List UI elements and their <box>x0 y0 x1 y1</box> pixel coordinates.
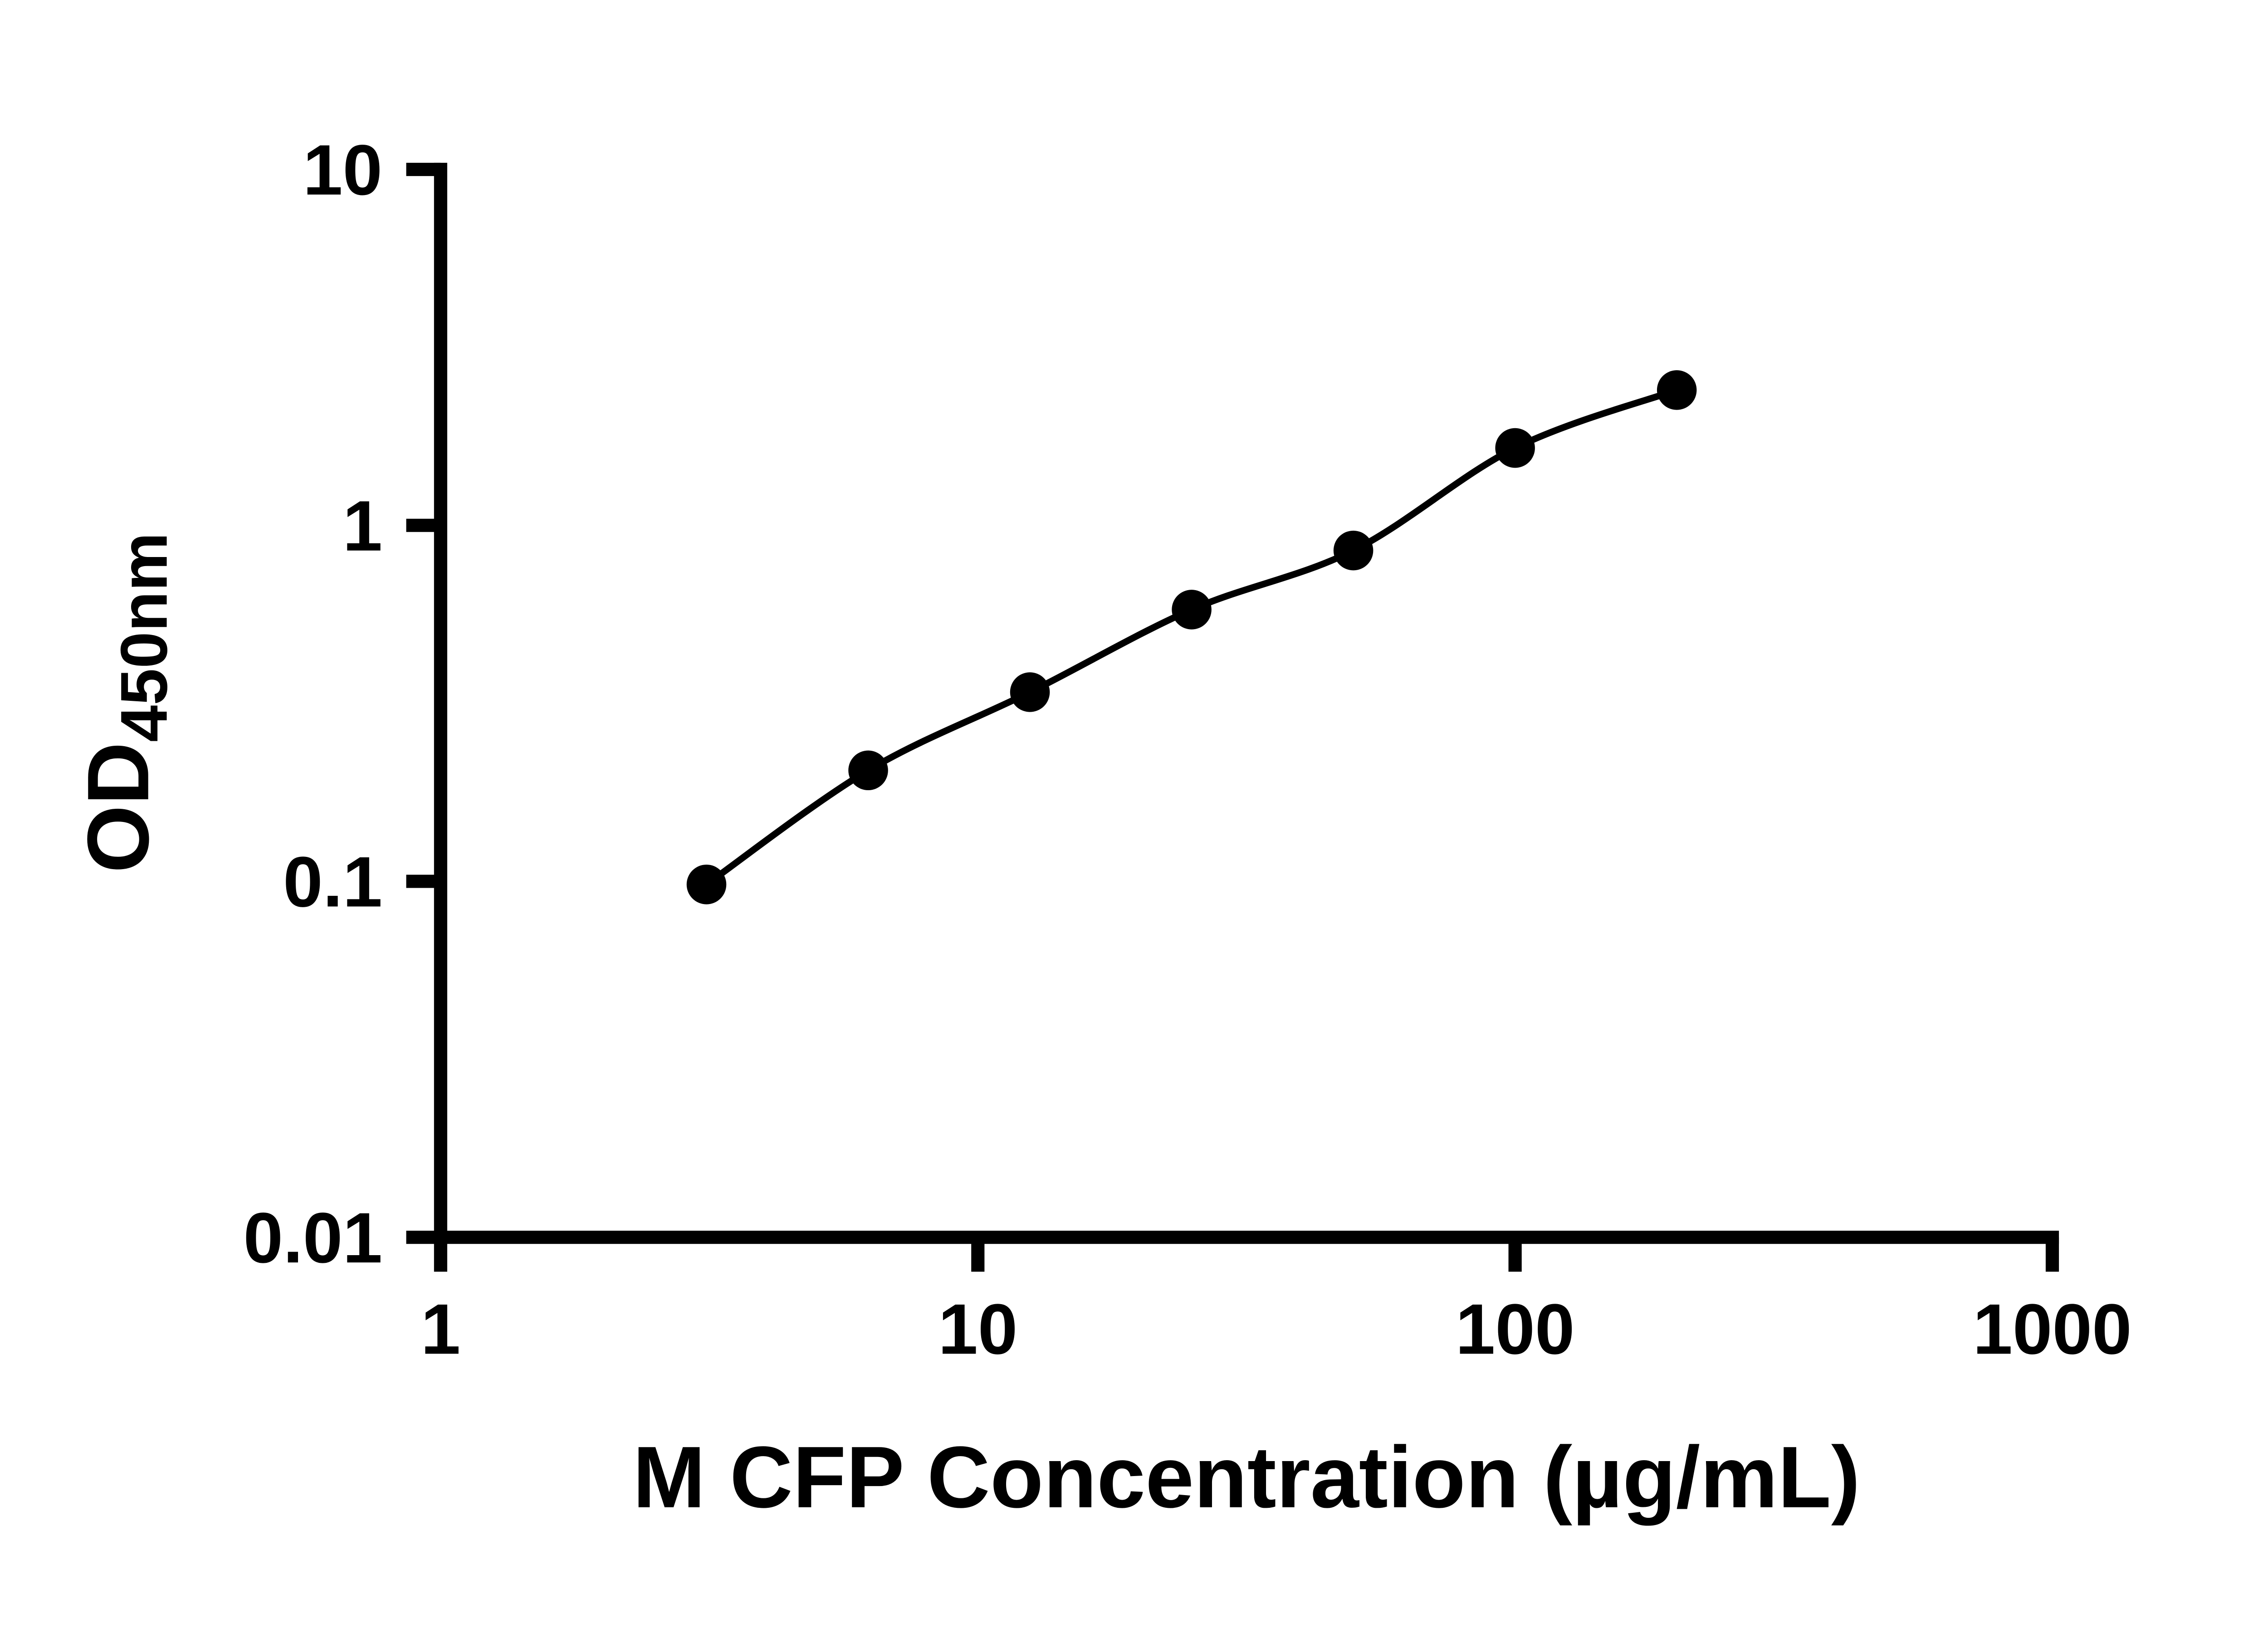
data-point <box>686 865 727 905</box>
x-tick-label: 1 <box>421 1289 461 1369</box>
x-axis-title: M CFP Concentration (µg/mL) <box>633 1428 1860 1526</box>
fit-curve <box>704 387 1678 887</box>
data-point <box>1010 672 1050 712</box>
data-point <box>848 750 888 791</box>
y-tick-label: 0.01 <box>243 1198 382 1278</box>
data-point <box>1657 370 1697 410</box>
x-tick-label: 100 <box>1456 1289 1575 1369</box>
ticks-layer: 0.01 0.1 1 10 1 10 100 1000 <box>243 130 2131 1369</box>
series-layer <box>686 370 1697 905</box>
y-tick-label: 10 <box>303 130 382 210</box>
y-tick-label: 0.1 <box>283 842 382 922</box>
x-tick-label: 10 <box>938 1289 1017 1369</box>
data-point <box>1172 590 1212 630</box>
y-axis-title-main: OD <box>69 742 167 873</box>
y-tick-label: 1 <box>342 486 382 566</box>
y-axis-title: OD450nm <box>69 533 181 873</box>
x-tick-label: 1000 <box>1973 1289 2131 1369</box>
axes-layer <box>434 162 2059 1244</box>
data-point <box>1333 530 1374 571</box>
y-axis-title-subscript: 450nm <box>107 533 181 742</box>
data-point <box>1495 428 1535 468</box>
